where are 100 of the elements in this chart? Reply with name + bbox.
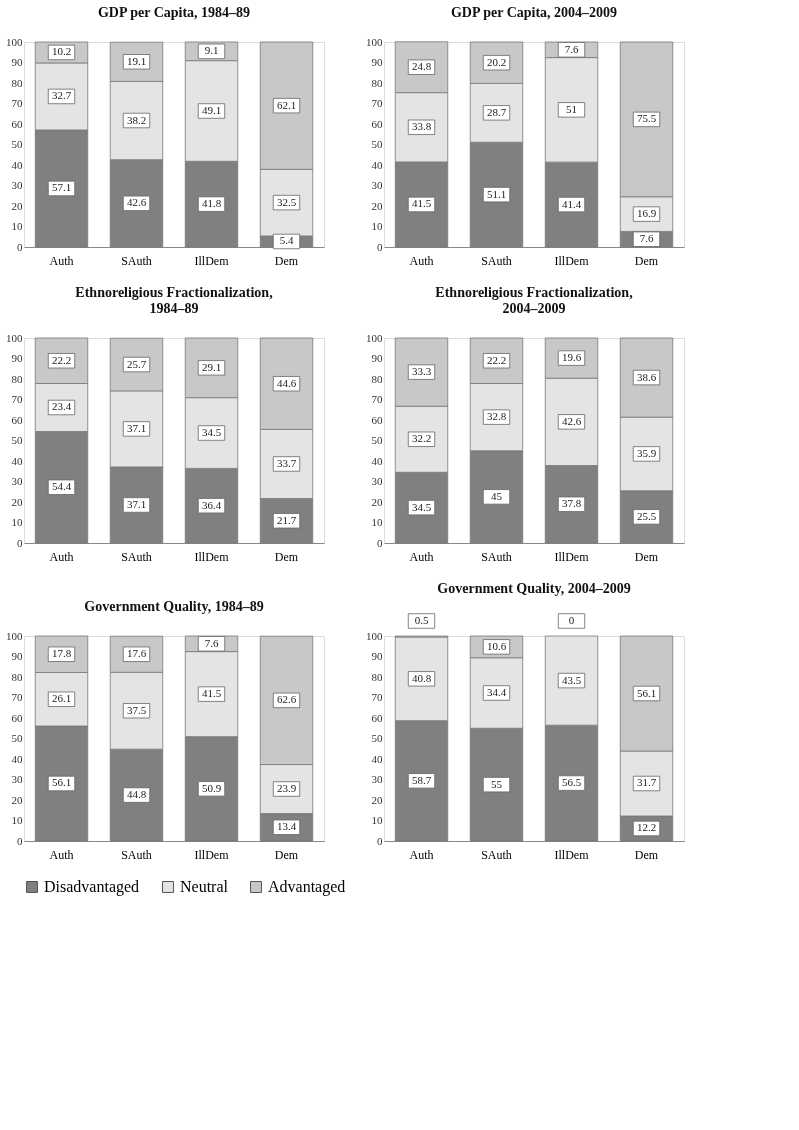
y-tick-label: 70 bbox=[371, 393, 383, 405]
x-tick-label: Auth bbox=[49, 847, 74, 862]
data-label: 10.2 bbox=[51, 45, 72, 58]
y-tick-label: 20 bbox=[371, 793, 383, 806]
y-tick-label: 30 bbox=[371, 773, 383, 785]
x-tick-label: Auth bbox=[409, 549, 434, 564]
y-tick-label: 30 bbox=[371, 179, 383, 191]
data-label: 41.8 bbox=[201, 197, 222, 210]
y-tick-label: 10 bbox=[371, 814, 383, 826]
y-tick-label: 70 bbox=[11, 393, 23, 405]
x-tick-label: SAuth bbox=[481, 253, 512, 268]
data-label: 33.7 bbox=[276, 456, 297, 469]
y-tick-label: 50 bbox=[11, 732, 23, 744]
data-label: 49.1 bbox=[201, 103, 222, 116]
y-tick-label: 50 bbox=[371, 138, 383, 150]
x-tick-label: Auth bbox=[409, 847, 434, 862]
x-tick-label: Auth bbox=[49, 549, 74, 564]
data-label: 45 bbox=[491, 489, 503, 502]
legend-label: Disadvantaged bbox=[44, 878, 140, 896]
y-tick-label: 80 bbox=[371, 76, 383, 89]
y-tick-label: 100 bbox=[366, 331, 383, 344]
data-label: 34.5 bbox=[411, 500, 432, 513]
y-tick-label: 20 bbox=[371, 495, 383, 508]
y-tick-label: 40 bbox=[11, 752, 23, 765]
data-label: 51.1 bbox=[486, 187, 507, 200]
x-tick-label: SAuth bbox=[121, 549, 152, 564]
chart-title: GDP per Capita, 2004–2009 bbox=[450, 5, 618, 20]
data-label: 22.2 bbox=[51, 353, 72, 366]
y-tick-label: 10 bbox=[11, 814, 23, 826]
x-tick-label: IllDem bbox=[194, 847, 230, 862]
y-tick-label: 40 bbox=[371, 158, 383, 171]
data-label: 32.8 bbox=[486, 410, 507, 423]
data-label: 26.1 bbox=[51, 692, 72, 705]
data-label: 23.9 bbox=[276, 782, 297, 795]
data-label: 32.5 bbox=[276, 195, 297, 208]
y-tick-label: 70 bbox=[371, 691, 383, 703]
data-label: 24.8 bbox=[411, 60, 432, 73]
y-tick-label: 0 bbox=[377, 240, 383, 253]
data-label: 37.8 bbox=[561, 497, 582, 510]
data-label: 12.2 bbox=[636, 821, 657, 834]
data-label: 43.5 bbox=[561, 673, 582, 686]
y-tick-label: 90 bbox=[11, 650, 23, 662]
data-label: 41.5 bbox=[411, 197, 432, 210]
y-tick-label: 100 bbox=[6, 629, 23, 642]
data-label: 0 bbox=[568, 614, 575, 626]
data-label: 33.3 bbox=[411, 365, 432, 378]
y-tick-label: 30 bbox=[11, 475, 23, 487]
x-tick-label: SAuth bbox=[481, 549, 512, 564]
data-label: 17.6 bbox=[126, 647, 147, 660]
x-tick-label: Dem bbox=[634, 549, 659, 564]
y-tick-label: 90 bbox=[371, 56, 383, 68]
y-tick-label: 0 bbox=[377, 834, 383, 847]
data-label: 29.1 bbox=[201, 360, 222, 373]
data-label: 25.5 bbox=[636, 509, 657, 522]
x-tick-label: Dem bbox=[634, 847, 659, 862]
y-tick-label: 90 bbox=[371, 352, 383, 364]
legend-label: Neutral bbox=[180, 878, 229, 895]
data-label: 32.2 bbox=[411, 432, 432, 445]
data-label: 42.6 bbox=[561, 414, 582, 427]
data-label: 50.9 bbox=[201, 781, 222, 794]
data-label: 13.4 bbox=[276, 820, 297, 833]
data-label: 38.2 bbox=[126, 113, 147, 126]
y-tick-label: 0 bbox=[17, 834, 23, 847]
y-tick-label: 60 bbox=[11, 711, 23, 724]
x-tick-label: IllDem bbox=[554, 549, 590, 564]
y-tick-label: 100 bbox=[6, 331, 23, 344]
data-label: 44.8 bbox=[126, 788, 147, 801]
data-label: 41.4 bbox=[561, 197, 582, 210]
data-label: 56.5 bbox=[561, 776, 582, 789]
data-label: 37.1 bbox=[126, 421, 147, 434]
x-tick-label: SAuth bbox=[121, 253, 152, 268]
x-tick-label: Dem bbox=[634, 253, 659, 268]
y-tick-label: 90 bbox=[371, 650, 383, 662]
y-tick-label: 0 bbox=[17, 240, 23, 253]
y-tick-label: 20 bbox=[11, 793, 23, 806]
data-label: 37.1 bbox=[126, 497, 147, 510]
y-tick-label: 80 bbox=[11, 76, 23, 89]
data-label: 19.1 bbox=[126, 54, 147, 67]
y-tick-label: 80 bbox=[11, 670, 23, 683]
data-label: 58.7 bbox=[411, 773, 432, 786]
y-tick-label: 10 bbox=[371, 220, 383, 232]
data-label: 7.6 bbox=[204, 636, 219, 649]
y-tick-label: 0 bbox=[17, 536, 23, 549]
data-label: 31.7 bbox=[636, 776, 657, 789]
data-label: 21.7 bbox=[276, 513, 297, 526]
data-label: 9.1 bbox=[204, 44, 219, 57]
data-label: 34.4 bbox=[486, 685, 507, 698]
data-label: 51 bbox=[566, 102, 577, 115]
y-tick-label: 90 bbox=[11, 352, 23, 364]
data-label: 17.8 bbox=[51, 647, 72, 660]
y-tick-label: 50 bbox=[371, 732, 383, 744]
data-label: 55 bbox=[491, 777, 503, 790]
x-tick-label: Auth bbox=[49, 253, 74, 268]
x-tick-label: IllDem bbox=[554, 847, 590, 862]
data-label: 20.2 bbox=[486, 55, 507, 68]
x-tick-label: SAuth bbox=[121, 847, 152, 862]
data-label: 56.1 bbox=[636, 686, 657, 699]
chart-title: Government Quality, 1984–89 bbox=[84, 599, 264, 614]
y-tick-label: 40 bbox=[371, 752, 383, 765]
y-tick-label: 80 bbox=[11, 372, 23, 385]
